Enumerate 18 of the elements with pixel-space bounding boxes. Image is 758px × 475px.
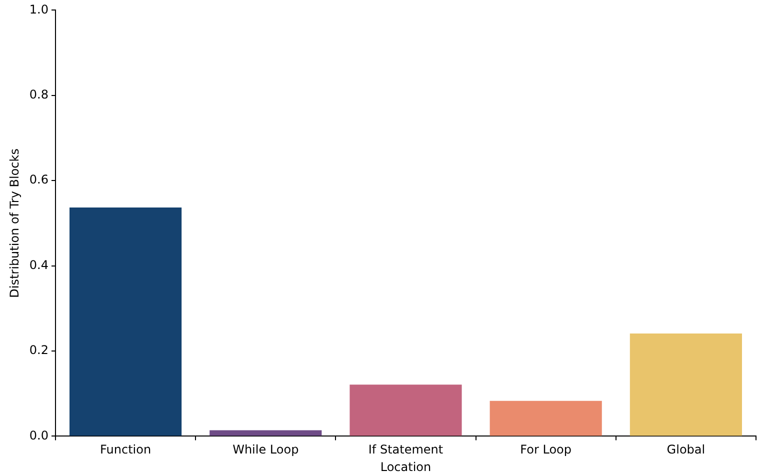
bar [210,430,322,436]
x-tick-label: While Loop [232,442,299,457]
x-tick-label: For Loop [520,442,572,457]
x-axis-title: Location [380,460,432,474]
x-tick-label: If Statement [368,442,444,457]
y-tick-label: 0.4 [29,258,48,272]
y-tick-label: 0.8 [29,88,48,102]
x-tick-label: Global [666,442,706,457]
bar [490,400,602,436]
y-tick-label: 0.6 [29,172,48,187]
bar [630,334,742,436]
x-tick-label: Function [100,442,152,457]
y-tick-label: 1.0 [29,2,48,16]
y-axis-title: Distribution of Try Blocks [7,148,22,298]
bar [69,207,182,436]
y-tick-label: 0.2 [29,343,48,358]
y-tick-label: 0.0 [29,428,48,442]
bar [350,384,462,436]
